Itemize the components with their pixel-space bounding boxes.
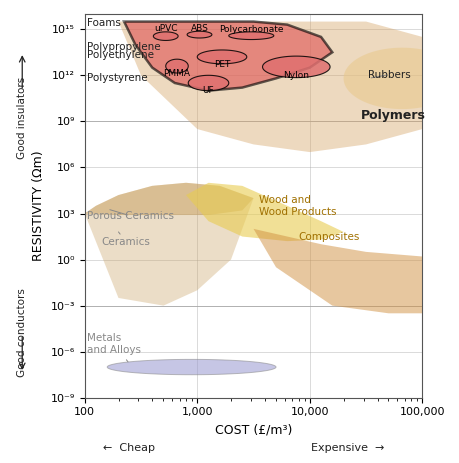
Text: uPVC: uPVC: [154, 24, 178, 33]
Text: Polymers: Polymers: [360, 109, 425, 122]
Text: Foams: Foams: [87, 18, 124, 28]
Text: Expensive  →: Expensive →: [311, 443, 385, 453]
Text: Porous Ceramics: Porous Ceramics: [87, 210, 174, 221]
Text: Good conductors: Good conductors: [17, 288, 27, 377]
Text: Polypropylene: Polypropylene: [87, 42, 161, 52]
Text: Polystyrene: Polystyrene: [87, 73, 148, 82]
Polygon shape: [229, 32, 274, 39]
Text: Composites: Composites: [298, 232, 360, 242]
Text: Good insulators: Good insulators: [17, 76, 27, 159]
Polygon shape: [187, 31, 212, 38]
Polygon shape: [85, 183, 253, 306]
Text: UF: UF: [203, 86, 214, 95]
Polygon shape: [107, 359, 276, 375]
Text: Metals
and Alloys: Metals and Alloys: [87, 333, 141, 362]
Y-axis label: RESISTIVITY (Ωm): RESISTIVITY (Ωm): [32, 150, 45, 261]
Text: Rubbers: Rubbers: [368, 69, 411, 80]
X-axis label: COST (£/m³): COST (£/m³): [215, 423, 292, 436]
Polygon shape: [118, 22, 422, 152]
Polygon shape: [253, 229, 422, 313]
Polygon shape: [85, 183, 253, 215]
Text: Polycarbonate: Polycarbonate: [219, 25, 284, 34]
Polygon shape: [186, 183, 344, 241]
Polygon shape: [153, 32, 178, 40]
Polygon shape: [124, 22, 332, 91]
Text: ←  Cheap: ← Cheap: [103, 443, 155, 453]
Polygon shape: [263, 56, 330, 78]
Polygon shape: [188, 75, 229, 91]
Polygon shape: [344, 48, 459, 109]
Text: PMMA: PMMA: [163, 69, 190, 78]
Text: Wood and
Wood Products: Wood and Wood Products: [259, 195, 336, 217]
Polygon shape: [197, 50, 247, 64]
Text: Ceramics: Ceramics: [101, 232, 151, 247]
Text: Polyethylene: Polyethylene: [87, 50, 154, 60]
Text: PET: PET: [214, 60, 230, 69]
Text: ABS: ABS: [190, 24, 208, 33]
Polygon shape: [166, 59, 188, 73]
Text: Nylon: Nylon: [283, 71, 309, 80]
